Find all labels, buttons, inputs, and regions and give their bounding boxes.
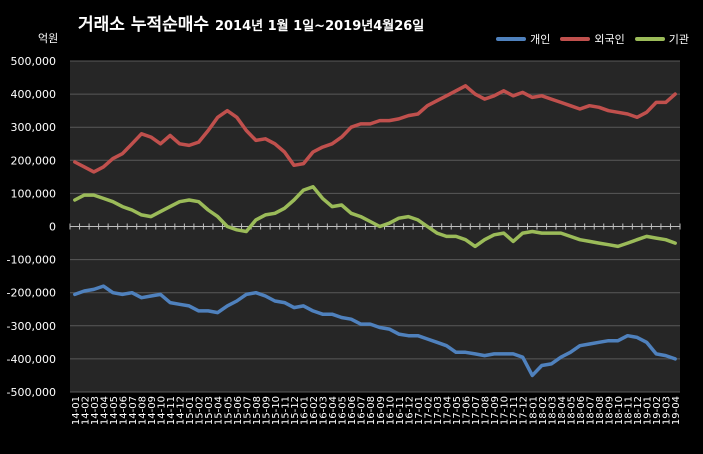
x-tick-label: 16-08 (366, 396, 377, 425)
x-tick-label: 16-02 (309, 396, 320, 425)
y-tick-label: 100,000 (11, 187, 57, 200)
x-tick-label: 14-03 (90, 396, 101, 425)
y-tick-label: 400,000 (11, 88, 57, 101)
legend-label-individual: 개인 (530, 33, 551, 46)
x-tick-label: 16-09 (376, 396, 387, 425)
y-tick-label: 0 (49, 221, 56, 234)
legend-swatch-foreign (560, 37, 591, 41)
legend-swatch-individual (496, 37, 527, 41)
x-tick-label: 15-11 (280, 396, 291, 425)
y-tick-label: -300,000 (7, 320, 56, 333)
x-tick-label: 18-03 (547, 396, 558, 425)
x-tick-label: 18-06 (576, 396, 587, 425)
x-tick-label: 18-05 (566, 396, 577, 425)
x-tick-label: 14-05 (109, 396, 120, 425)
legend-label-foreign: 외국인 (594, 33, 625, 46)
series-institution (73, 185, 677, 249)
x-tick-label: 16-10 (385, 396, 396, 425)
x-tick-label: 17-04 (442, 396, 453, 425)
x-tick-label: 17-01 (414, 396, 425, 425)
x-tick-label: 14-07 (128, 396, 139, 425)
x-tick-label: 14-10 (157, 396, 168, 425)
x-tick-label: 15-04 (214, 396, 225, 425)
x-tick-label: 19-02 (652, 396, 663, 425)
x-tick-label: 18-09 (605, 396, 616, 425)
x-tick-label: 14-08 (137, 396, 148, 425)
y-tick-label: -100,000 (7, 254, 56, 267)
x-tick-label: 17-10 (500, 396, 511, 425)
y-axis-unit: 억원 (38, 32, 59, 45)
x-tick-label: 17-03 (433, 396, 444, 425)
y-tick-label: -200,000 (7, 287, 56, 300)
x-tick-label: 15-06 (233, 396, 244, 425)
title-subtitle: 2014년 1월 1일~2019년4월26일 (214, 19, 425, 34)
chart-title: 거래소 누적순매수 2014년 1월 1일~2019년4월26일 (78, 10, 424, 35)
x-tick-label: 17-12 (519, 396, 530, 425)
x-tick-label: 17-06 (462, 396, 473, 425)
x-tick-label: 14-06 (118, 396, 129, 425)
legend-label-institution: 기관 (668, 33, 689, 46)
x-tick-label: 14-09 (147, 396, 158, 425)
title-main: 거래소 누적순매수 (78, 15, 210, 35)
x-tick-label: 15-09 (261, 396, 272, 425)
x-tick-label: 17-11 (509, 396, 520, 425)
x-axis: 14-0114-0214-0314-0414-0514-0614-0714-08… (69, 223, 682, 425)
x-tick-label: 15-12 (290, 396, 301, 425)
x-tick-label: 16-11 (395, 396, 406, 425)
x-tick-label: 15-01 (185, 396, 196, 425)
x-tick-label: 17-08 (481, 396, 492, 425)
x-tick-label: 18-08 (595, 396, 606, 425)
x-tick-label: 16-07 (357, 396, 368, 425)
legend: 개인 외국인 기관 (496, 31, 689, 47)
x-tick-label: 16-01 (300, 396, 311, 425)
x-tick-label: 16-06 (347, 396, 358, 425)
x-tick-label: 17-02 (423, 396, 434, 425)
legend-item-individual: 개인 (496, 31, 550, 47)
legend-item-foreign: 외국인 (560, 31, 625, 47)
x-tick-label: 18-10 (614, 396, 625, 425)
y-tick-label: 500,000 (11, 55, 57, 68)
x-tick-label: 14-04 (99, 396, 110, 425)
legend-item-institution: 기관 (634, 31, 689, 47)
x-tick-label: 17-05 (452, 396, 463, 425)
x-tick-label: 17-07 (471, 396, 482, 425)
legend-swatch-institution (634, 37, 665, 41)
x-tick-label: 16-05 (338, 396, 349, 425)
x-tick-label: 16-12 (404, 396, 415, 425)
series-individual (73, 284, 677, 378)
x-tick-label: 15-07 (242, 396, 253, 425)
series-lines (73, 84, 677, 378)
x-tick-label: 15-05 (223, 396, 234, 425)
x-tick-label: 16-04 (328, 396, 339, 425)
x-tick-label: 18-11 (624, 396, 635, 425)
x-tick-label: 15-10 (271, 396, 282, 425)
x-tick-label: 14-12 (176, 396, 187, 425)
x-tick-label: 18-04 (557, 396, 568, 425)
y-tick-label: 200,000 (11, 154, 57, 167)
y-tick-label: 300,000 (11, 121, 57, 134)
x-tick-label: 17-09 (490, 396, 501, 425)
series-foreign (73, 84, 677, 174)
x-tick-label: 14-01 (71, 396, 82, 425)
x-tick-label: 19-01 (643, 396, 654, 425)
x-tick-label: 18-12 (633, 396, 644, 425)
y-tick-label: -400,000 (7, 353, 56, 366)
x-tick-label: 19-03 (662, 396, 673, 425)
x-tick-label: 18-02 (538, 396, 549, 425)
x-tick-label: 14-02 (80, 396, 91, 425)
x-tick-label: 18-07 (585, 396, 596, 425)
y-tick-label: -500,000 (7, 386, 56, 399)
x-tick-label: 16-03 (319, 396, 330, 425)
x-tick-label: 18-01 (528, 396, 539, 425)
y-axis-ticks: 500,000 400,000 300,000 200,000 100,000 0 -100… (7, 55, 56, 399)
x-tick-label: 14-11 (166, 396, 177, 425)
x-tick-label: 15-03 (204, 396, 215, 425)
x-tick-label: 19-04 (671, 396, 682, 425)
x-tick-label: 15-08 (252, 396, 263, 425)
x-tick-label: 15-02 (195, 396, 206, 425)
